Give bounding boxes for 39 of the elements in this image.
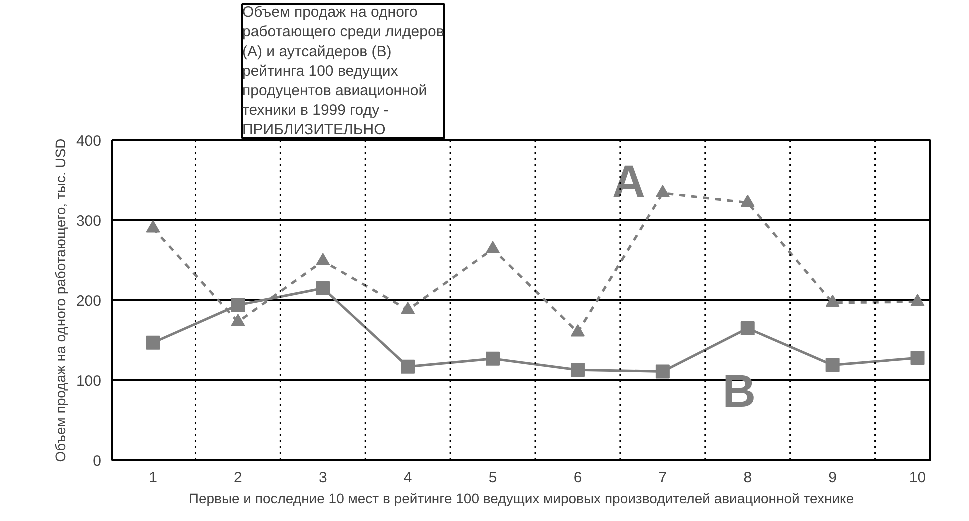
point [656,364,670,379]
x-tick-label: 7 [658,470,668,486]
point [740,194,755,208]
point [401,302,416,314]
point [826,358,840,372]
y-tick-label: 400 [76,133,102,150]
x-tick-label: 10 [909,470,926,486]
point [826,294,840,308]
point [146,220,160,233]
y-tick-label: 100 [76,373,102,390]
series-label: A [612,155,646,208]
point [316,253,330,266]
point [570,324,585,337]
x-tick-label: 5 [488,470,498,486]
point [486,352,500,366]
point [401,360,416,374]
x-tick-label: 4 [404,470,412,486]
x-tick-label: 1 [149,470,158,486]
y-tick-label: 200 [76,293,102,310]
x-tick-label: 6 [574,470,582,486]
point [570,363,585,378]
point [146,336,160,350]
point [740,322,755,336]
point [231,314,246,326]
point [231,298,246,312]
x-tick-label: 8 [744,470,752,486]
point [316,282,330,296]
point [486,241,500,254]
y-tick-label: 300 [76,213,102,230]
y-tick-label: 0 [93,453,102,470]
x-tick-label: 2 [234,470,242,486]
x-tick-label: 3 [318,470,328,486]
series-label: B [722,364,756,417]
x-axis-title: Первые и последние 10 мест в рейтинге 100 ведущих мировых производителей авиационной технике [188,490,854,506]
point [656,185,670,198]
y-axis-title: Объем продаж на одного работающего, тыс. USD [52,138,68,462]
point [910,294,925,306]
point [910,351,925,366]
x-tick-label: 9 [828,470,837,486]
